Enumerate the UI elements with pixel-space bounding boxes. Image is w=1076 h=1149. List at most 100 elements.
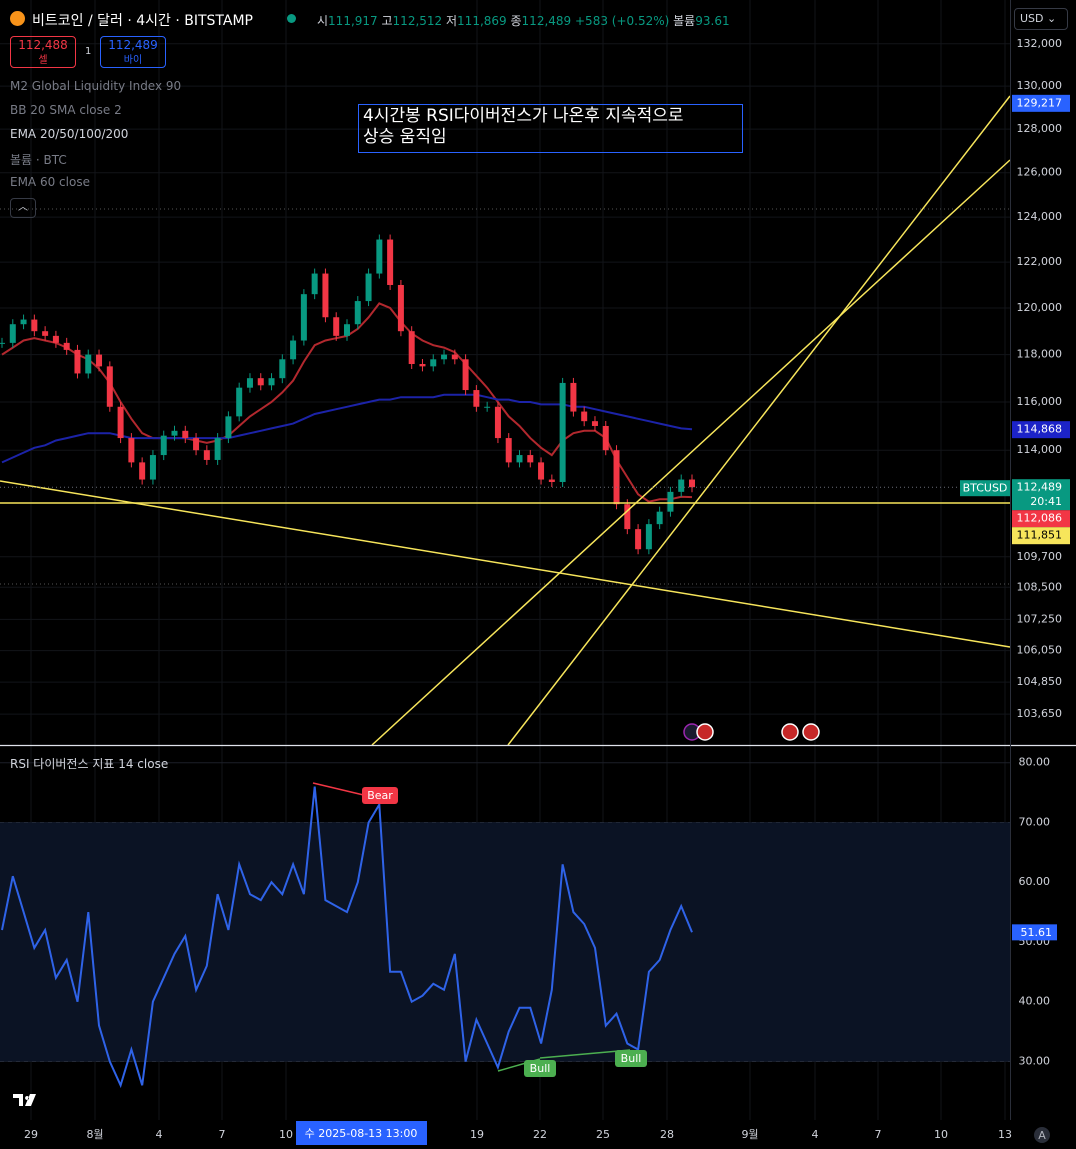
trend-line xyxy=(371,159,1011,746)
indicator-item[interactable]: M2 Global Liquidity Index 90 xyxy=(10,79,182,93)
indicator-item[interactable]: EMA 60 close xyxy=(10,175,90,189)
ohlc-value: 112,512 xyxy=(392,14,443,28)
candle xyxy=(559,382,566,482)
candle xyxy=(0,342,5,344)
price-tag-label: 114,868 xyxy=(1017,423,1063,436)
price-tag xyxy=(1012,421,1070,439)
y-tick-label: 124,000 xyxy=(1017,210,1063,223)
event-icon xyxy=(781,723,799,741)
sell-button[interactable]: 112,488 셀 xyxy=(10,36,76,68)
x-tick-label: 7 xyxy=(219,1128,226,1141)
divergence-label: Bear xyxy=(367,789,393,802)
candle xyxy=(63,342,70,350)
buy-label: 바이 xyxy=(123,55,143,66)
collapse-button[interactable]: ︿ xyxy=(10,198,36,218)
y-tick-label: 80.00 xyxy=(1019,756,1051,769)
event-icon xyxy=(696,723,714,741)
rsi-title[interactable]: RSI 다이버전스 지표 14 close xyxy=(10,757,169,771)
candle xyxy=(74,349,81,374)
buy-price: 112,489 xyxy=(108,38,158,52)
candle xyxy=(538,462,545,480)
indicator-line xyxy=(1,786,693,1089)
x-tick-label: 22 xyxy=(533,1128,547,1141)
candle xyxy=(527,455,534,463)
candle xyxy=(300,294,307,341)
candle xyxy=(139,462,146,480)
candle xyxy=(20,319,27,325)
candle xyxy=(160,435,167,456)
rsi-band xyxy=(0,822,1010,1062)
candle xyxy=(128,438,135,463)
candle xyxy=(678,479,685,492)
symbol-tag xyxy=(960,480,1010,497)
candle xyxy=(408,331,415,365)
candle xyxy=(9,324,16,343)
y-tick-label: 40.00 xyxy=(1019,995,1051,1008)
candle xyxy=(85,354,92,374)
market-status xyxy=(287,14,296,23)
y-tick-label: 103,650 xyxy=(1017,707,1063,720)
price-tag xyxy=(1012,479,1070,511)
candle xyxy=(246,378,253,388)
candle xyxy=(31,319,38,332)
y-tick-label: 70.00 xyxy=(1019,815,1051,828)
x-tick-label: 4 xyxy=(156,1128,163,1141)
candle xyxy=(473,390,480,407)
price-tag-label: 129,217 xyxy=(1017,96,1063,109)
annotation-line: 4시간봉 RSI다이버전스가 나온후 지속적으로 xyxy=(363,106,684,126)
quantity[interactable]: 1 xyxy=(85,46,92,57)
indicator-item[interactable]: BB 20 SMA close 2 xyxy=(10,103,122,117)
divergence-label: Bull xyxy=(530,1062,551,1075)
auto-scale-label: A xyxy=(1038,1129,1046,1142)
coin-icon xyxy=(10,11,25,26)
candle xyxy=(484,406,491,408)
y-tick-label: 108,500 xyxy=(1017,580,1063,593)
event-icons xyxy=(683,723,820,741)
y-tick-label: 130,000 xyxy=(1017,79,1063,92)
candle xyxy=(344,324,350,336)
y-tick-label: 128,000 xyxy=(1017,122,1063,135)
candle xyxy=(645,524,652,550)
rsi-band-layer xyxy=(0,822,1010,1062)
candle xyxy=(214,438,221,460)
buy-button[interactable]: 112,489 바이 xyxy=(100,36,166,68)
volume-label: 볼륨 xyxy=(673,14,696,28)
x-tick-label: 28 xyxy=(660,1128,674,1141)
y-tick-label: 122,000 xyxy=(1017,255,1063,268)
x-tick-label: 10 xyxy=(279,1128,293,1141)
y-tick-label: 116,000 xyxy=(1017,395,1063,408)
ohlc-label: 고 xyxy=(381,14,393,28)
currency-select[interactable]: USD ⌄ xyxy=(1014,8,1068,30)
auto-scale-button[interactable] xyxy=(1034,1127,1050,1143)
price-tag xyxy=(1012,510,1070,528)
event-icon xyxy=(802,723,820,741)
sell-price: 112,488 xyxy=(18,38,68,52)
currency: USD xyxy=(1020,12,1044,25)
symbol-title[interactable]: 비트코인 / 달러 · 4시간 · BITSTAMP xyxy=(32,13,254,29)
candle xyxy=(548,479,555,482)
trend-line xyxy=(507,95,1011,746)
candle xyxy=(333,317,340,336)
y-tick-label: 118,000 xyxy=(1017,348,1063,361)
candle xyxy=(236,387,243,417)
candle xyxy=(117,406,124,439)
countdown: 20:41 xyxy=(1030,495,1062,508)
candle xyxy=(42,331,49,336)
candle xyxy=(279,359,286,379)
x-tick-label: 4 xyxy=(812,1128,819,1141)
indicator-item[interactable]: EMA 20/50/100/200 xyxy=(10,127,129,141)
annotation-box[interactable]: 4시간봉 RSI다이버전스가 나온후 지속적으로 상승 움직임 xyxy=(358,104,743,153)
indicator-item[interactable]: 볼륨 · BTC xyxy=(10,153,67,167)
volume-value: 93.61 xyxy=(695,14,730,28)
ohlc-value: 112,489 xyxy=(521,14,572,28)
x-tick-label: 7 xyxy=(875,1128,882,1141)
candle xyxy=(376,239,383,274)
y-tick-label: 60.00 xyxy=(1019,875,1051,888)
candle xyxy=(322,273,329,318)
candle xyxy=(667,491,674,512)
y-tick-label: 30.00 xyxy=(1019,1054,1051,1067)
y-tick-label: 107,250 xyxy=(1017,612,1063,625)
y-tick-label: 114,000 xyxy=(1017,443,1063,456)
y-tick-label: 109,700 xyxy=(1017,550,1063,563)
